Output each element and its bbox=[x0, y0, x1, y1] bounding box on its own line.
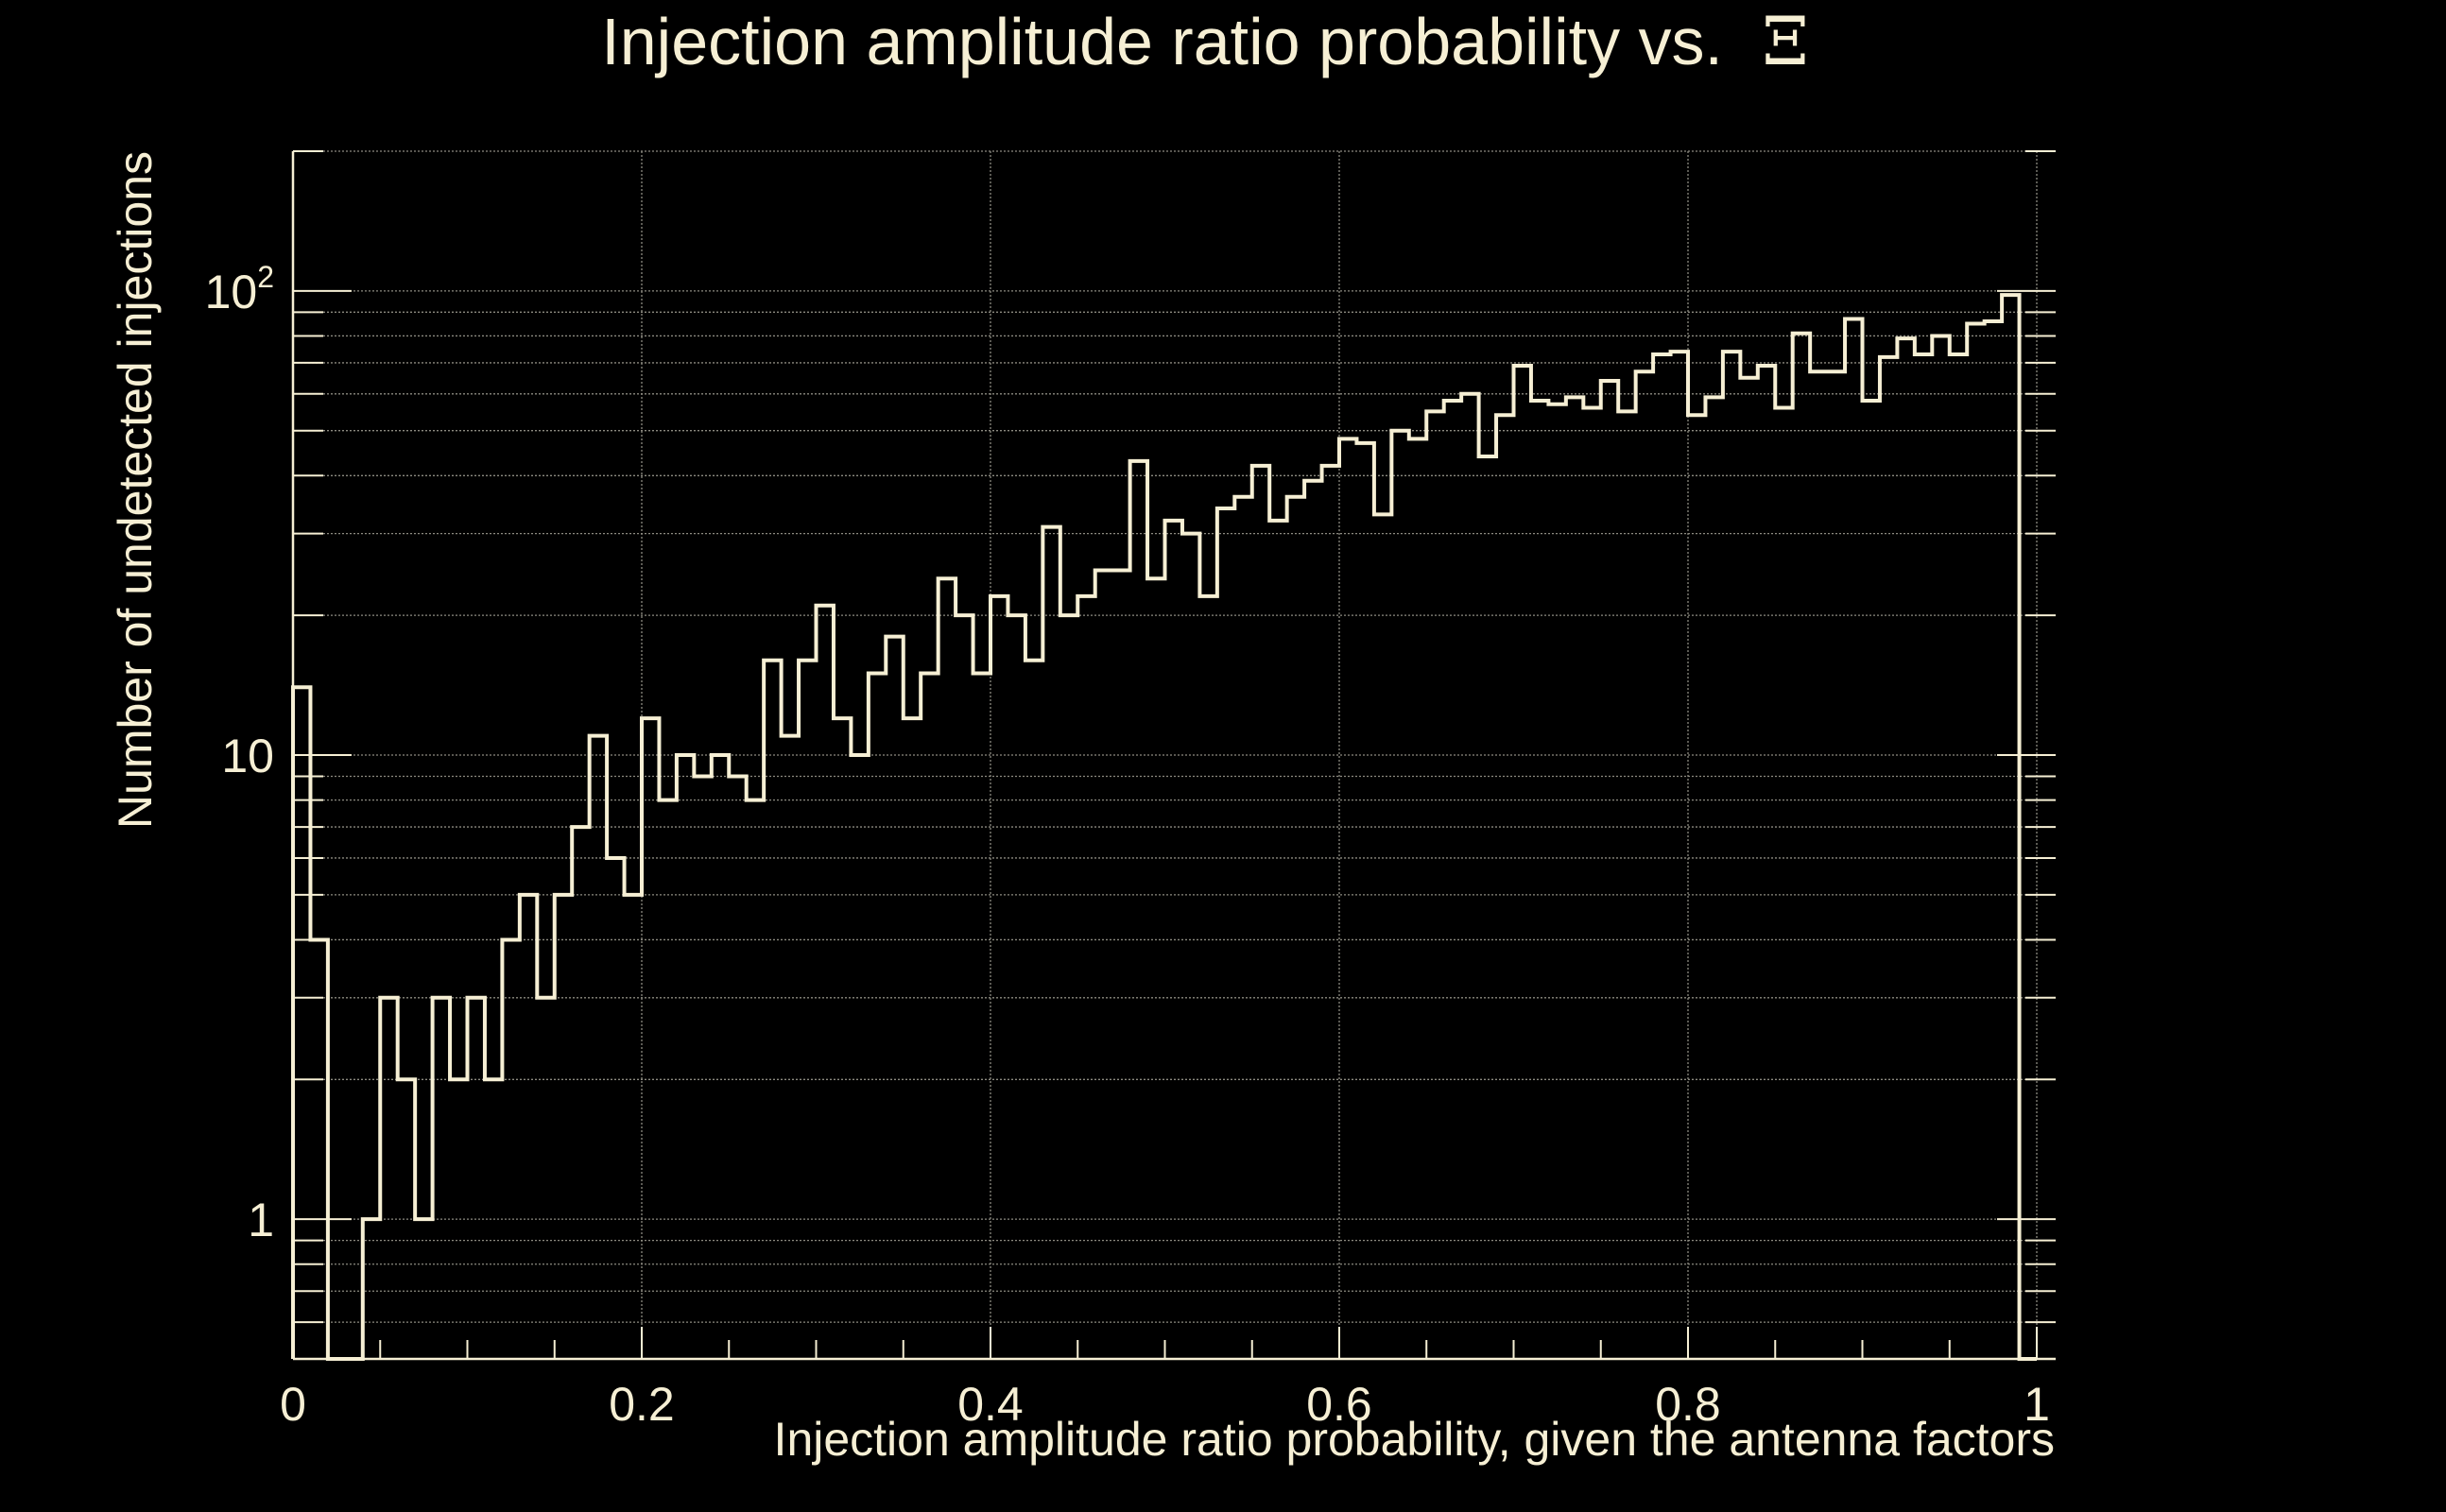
x-tick-label: 0.2 bbox=[609, 1378, 675, 1431]
y-tick-label: 10 bbox=[221, 730, 274, 782]
y-tick-label: 1 bbox=[248, 1194, 274, 1246]
chart-title-text: Injection amplitude ratio probability vs… bbox=[601, 5, 1723, 78]
x-tick-label: 1 bbox=[2024, 1378, 2050, 1431]
x-tick-label: 0.6 bbox=[1306, 1378, 1372, 1431]
y-axis-label: Number of undetected injections bbox=[109, 151, 162, 829]
x-tick-label: 0.4 bbox=[957, 1378, 1024, 1431]
y-tick-label: 102 bbox=[205, 260, 274, 318]
ticks bbox=[292, 150, 2056, 1360]
chart-title: Injection amplitude ratio probability vs… bbox=[601, 3, 1808, 80]
tick-labels: 0 0.2 0.4 0.6 0.8 1 1 10 102 bbox=[205, 260, 2050, 1431]
x-tick-label: 0.8 bbox=[1655, 1378, 1721, 1431]
x-tick-label: 0 bbox=[280, 1378, 306, 1431]
histogram-outline bbox=[291, 293, 2037, 1361]
xi-symbol: Ξ bbox=[1762, 3, 1808, 80]
x-axis-label: Injection amplitude ratio probability, g… bbox=[774, 1413, 2055, 1466]
